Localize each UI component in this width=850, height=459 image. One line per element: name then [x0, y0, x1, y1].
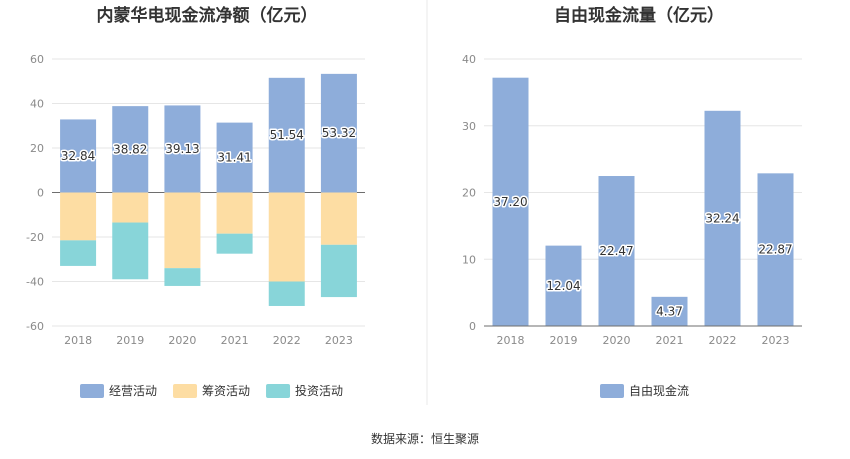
- left-bar-series0-2020: [164, 105, 201, 193]
- left-bar-series0-2021: [216, 122, 253, 193]
- left-bar-series1-2021: [216, 192, 253, 234]
- left-legend-label[interactable]: 投资活动: [295, 383, 343, 398]
- right-legend-swatch[interactable]: [600, 384, 624, 398]
- right-x-tick-label: 2018: [497, 334, 525, 347]
- left-bar-data-label: 53.32: [322, 126, 356, 140]
- left-y-tick-label: 20: [30, 142, 44, 155]
- left-bar-series0-2019: [112, 106, 149, 193]
- left-bar-series2-2022: [268, 281, 305, 306]
- cash-flow-stacked-bar-chart: 60 40 20 0 -20 -40 -60 32.84 38.82 39.13 31.41 51.5…: [26, 53, 365, 398]
- right-bar-data-label: 37.20: [493, 195, 527, 209]
- left-chart-title: 内蒙华电现金流净额（亿元）: [97, 5, 318, 26]
- right-legend-label[interactable]: 自由现金流: [629, 383, 689, 398]
- data-source-note: 数据来源：恒生聚源: [371, 431, 479, 446]
- left-bar-series0-2023: [320, 73, 357, 193]
- left-legend-label[interactable]: 经营活动: [109, 384, 157, 398]
- left-legend-swatch[interactable]: [266, 384, 291, 398]
- right-x-tick-label: 2022: [709, 334, 737, 347]
- left-y-tick-label: -20: [26, 231, 44, 244]
- left-bar-series0-2022: [268, 77, 305, 193]
- left-bar-data-label: 51.54: [270, 128, 304, 142]
- left-bar-series1-2020: [164, 192, 201, 269]
- right-chart-title: 自由现金流量（亿元）: [554, 5, 724, 26]
- left-bar-series2-2021: [216, 233, 253, 254]
- left-bar-series1-2018: [60, 192, 97, 241]
- right-y-tick-label: 40: [462, 53, 476, 66]
- right-bar-data-label: 12.04: [546, 279, 580, 293]
- right-x-tick-label: 2023: [762, 334, 790, 347]
- right-bar-series0-2018: [492, 77, 529, 326]
- left-y-tick-label: -40: [26, 276, 44, 289]
- left-x-tick-label: 2022: [273, 334, 301, 347]
- right-bar-data-label: 32.24: [705, 211, 739, 225]
- left-x-tick-label: 2019: [116, 334, 144, 347]
- left-x-tick-label: 2021: [221, 334, 249, 347]
- left-y-tick-label: 60: [30, 53, 44, 66]
- right-bar-series0-2023: [757, 173, 794, 326]
- left-bar-series1-2022: [268, 192, 305, 282]
- left-bar-series2-2018: [60, 240, 97, 266]
- right-bar-series0-2019: [545, 245, 582, 326]
- right-y-tick-label: 20: [462, 187, 476, 200]
- left-bar-series1-2023: [320, 192, 357, 245]
- right-x-tick-label: 2021: [656, 334, 684, 347]
- left-x-tick-label: 2023: [325, 334, 353, 347]
- left-legend-swatch[interactable]: [173, 384, 198, 398]
- right-x-tick-label: 2019: [550, 334, 578, 347]
- left-x-tick-label: 2020: [168, 334, 196, 347]
- left-legend-swatch[interactable]: [80, 384, 104, 398]
- free-cash-flow-bar-chart: 40 30 20 10 0 37.20 12.04 22.47 4.37 32.24 22.87 20…: [462, 53, 802, 398]
- left-x-tick-label: 2018: [64, 334, 92, 347]
- left-y-tick-label: 0: [37, 187, 44, 200]
- right-bar-series0-2021: [651, 296, 688, 326]
- right-bar-data-label: 22.87: [758, 243, 792, 257]
- left-bar-data-label: 32.84: [61, 149, 95, 163]
- right-y-tick-label: 30: [462, 120, 476, 133]
- left-bar-series1-2019: [112, 192, 149, 223]
- left-y-tick-label: 40: [30, 98, 44, 111]
- right-bar-data-label: 22.47: [599, 244, 633, 258]
- left-bar-series2-2020: [164, 268, 201, 286]
- right-bar-data-label: 4.37: [656, 304, 683, 318]
- right-bar-series0-2022: [704, 110, 741, 326]
- left-bar-data-label: 38.82: [113, 142, 147, 156]
- left-legend-label[interactable]: 筹资活动: [202, 384, 250, 398]
- left-bar-data-label: 31.41: [217, 151, 251, 165]
- left-bar-series2-2023: [320, 244, 357, 298]
- left-bar-series2-2019: [112, 222, 149, 280]
- right-y-tick-label: 0: [469, 320, 476, 333]
- left-bar-data-label: 39.13: [165, 142, 199, 156]
- right-bar-series0-2020: [598, 176, 635, 326]
- left-y-tick-label: -60: [26, 320, 44, 333]
- right-y-tick-label: 10: [462, 253, 476, 266]
- left-bar-series0-2018: [60, 119, 97, 193]
- right-x-tick-label: 2020: [603, 334, 631, 347]
